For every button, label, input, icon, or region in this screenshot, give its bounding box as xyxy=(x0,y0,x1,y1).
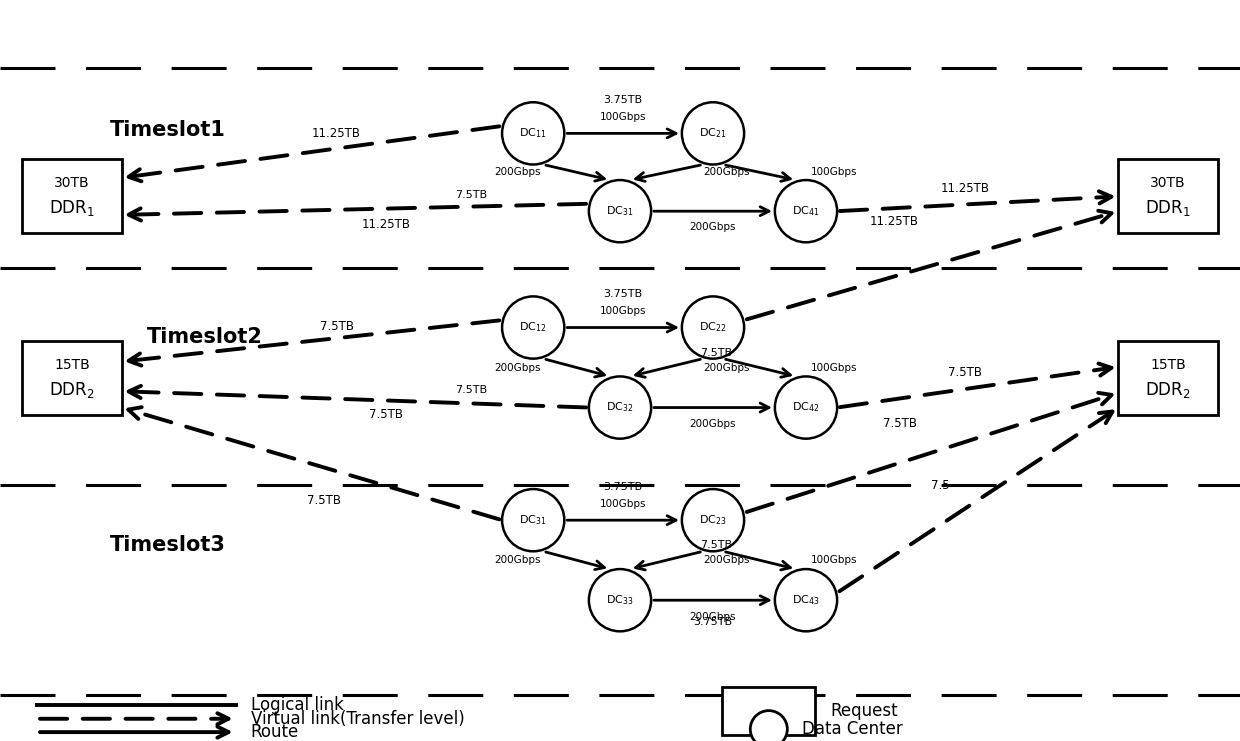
Text: 200Gbps: 200Gbps xyxy=(689,222,737,233)
Text: 200Gbps: 200Gbps xyxy=(703,555,749,565)
Circle shape xyxy=(502,489,564,551)
Text: Route: Route xyxy=(250,723,299,741)
Text: Timeslot3: Timeslot3 xyxy=(109,535,226,554)
Circle shape xyxy=(589,376,651,439)
Text: DC$_{31}$: DC$_{31}$ xyxy=(520,514,547,527)
Circle shape xyxy=(682,489,744,551)
Text: 3.75TB: 3.75TB xyxy=(604,95,642,105)
Text: 30TB: 30TB xyxy=(1151,176,1185,190)
Text: DC$_{33}$: DC$_{33}$ xyxy=(606,594,634,607)
Text: 100Gbps: 100Gbps xyxy=(600,499,646,509)
Text: 15TB: 15TB xyxy=(55,358,89,371)
Circle shape xyxy=(775,569,837,631)
Text: DC$_{21}$: DC$_{21}$ xyxy=(699,127,727,140)
Circle shape xyxy=(750,711,787,741)
FancyBboxPatch shape xyxy=(722,688,816,735)
FancyBboxPatch shape xyxy=(22,341,122,415)
Text: 200Gbps: 200Gbps xyxy=(703,362,749,373)
Text: 11.25TB: 11.25TB xyxy=(869,215,919,227)
Text: 200Gbps: 200Gbps xyxy=(494,555,541,565)
Text: Timeslot2: Timeslot2 xyxy=(146,328,263,347)
Text: 7.5TB: 7.5TB xyxy=(701,348,732,358)
Text: 7.5TB: 7.5TB xyxy=(308,494,341,508)
Text: 200Gbps: 200Gbps xyxy=(703,167,749,177)
Text: 200Gbps: 200Gbps xyxy=(494,167,541,177)
Circle shape xyxy=(502,296,564,359)
Text: DDR$_2$: DDR$_2$ xyxy=(50,380,94,399)
Text: 100Gbps: 100Gbps xyxy=(600,306,646,316)
FancyBboxPatch shape xyxy=(1118,341,1218,415)
Text: DDR$_1$: DDR$_1$ xyxy=(1146,199,1190,218)
Text: 200Gbps: 200Gbps xyxy=(689,611,737,622)
Text: 100Gbps: 100Gbps xyxy=(811,555,857,565)
Text: 200Gbps: 200Gbps xyxy=(494,362,541,373)
Text: 200Gbps: 200Gbps xyxy=(689,419,737,429)
Text: 7.5TB: 7.5TB xyxy=(949,366,982,379)
Text: 30TB: 30TB xyxy=(55,176,89,190)
Circle shape xyxy=(502,102,564,165)
Text: DC$_{42}$: DC$_{42}$ xyxy=(792,401,820,414)
Text: DC$_{31}$: DC$_{31}$ xyxy=(606,205,634,218)
FancyBboxPatch shape xyxy=(1118,159,1218,233)
Text: Data Center: Data Center xyxy=(802,720,903,738)
Text: 7.5TB: 7.5TB xyxy=(370,408,403,421)
Circle shape xyxy=(682,102,744,165)
FancyBboxPatch shape xyxy=(22,159,122,233)
Text: 3.75TB: 3.75TB xyxy=(693,617,733,628)
Text: DC$_{43}$: DC$_{43}$ xyxy=(792,594,820,607)
Text: 7.5: 7.5 xyxy=(931,479,950,492)
Text: DC$_{41}$: DC$_{41}$ xyxy=(792,205,820,218)
Text: Timeslot1: Timeslot1 xyxy=(109,120,226,139)
Text: 15TB: 15TB xyxy=(1151,358,1185,371)
Text: 100Gbps: 100Gbps xyxy=(600,112,646,122)
Circle shape xyxy=(682,296,744,359)
Circle shape xyxy=(775,180,837,242)
Text: Virtual link(Transfer level): Virtual link(Transfer level) xyxy=(250,710,464,728)
Text: DC$_{23}$: DC$_{23}$ xyxy=(699,514,727,527)
Text: 7.5TB: 7.5TB xyxy=(883,416,918,430)
Circle shape xyxy=(589,180,651,242)
Text: 11.25TB: 11.25TB xyxy=(941,182,990,196)
Text: 3.75TB: 3.75TB xyxy=(604,289,642,299)
Text: 7.5TB: 7.5TB xyxy=(320,319,353,333)
Text: 7.5TB: 7.5TB xyxy=(701,540,732,551)
Text: 11.25TB: 11.25TB xyxy=(362,218,410,230)
Text: DDR$_2$: DDR$_2$ xyxy=(1146,380,1190,399)
Text: 7.5TB: 7.5TB xyxy=(455,190,487,199)
Text: 3.75TB: 3.75TB xyxy=(604,482,642,492)
Text: DC$_{22}$: DC$_{22}$ xyxy=(699,321,727,334)
Text: 11.25TB: 11.25TB xyxy=(312,127,361,140)
Text: DC$_{12}$: DC$_{12}$ xyxy=(520,321,547,334)
Text: DC$_{11}$: DC$_{11}$ xyxy=(520,127,547,140)
Text: DC$_{32}$: DC$_{32}$ xyxy=(606,401,634,414)
Circle shape xyxy=(589,569,651,631)
Text: Logical link: Logical link xyxy=(250,697,343,714)
Text: Request: Request xyxy=(831,702,898,720)
Text: 100Gbps: 100Gbps xyxy=(811,362,857,373)
Text: 100Gbps: 100Gbps xyxy=(811,167,857,177)
Circle shape xyxy=(775,376,837,439)
Text: 7.5TB: 7.5TB xyxy=(455,385,487,395)
Text: DDR$_1$: DDR$_1$ xyxy=(50,199,94,218)
